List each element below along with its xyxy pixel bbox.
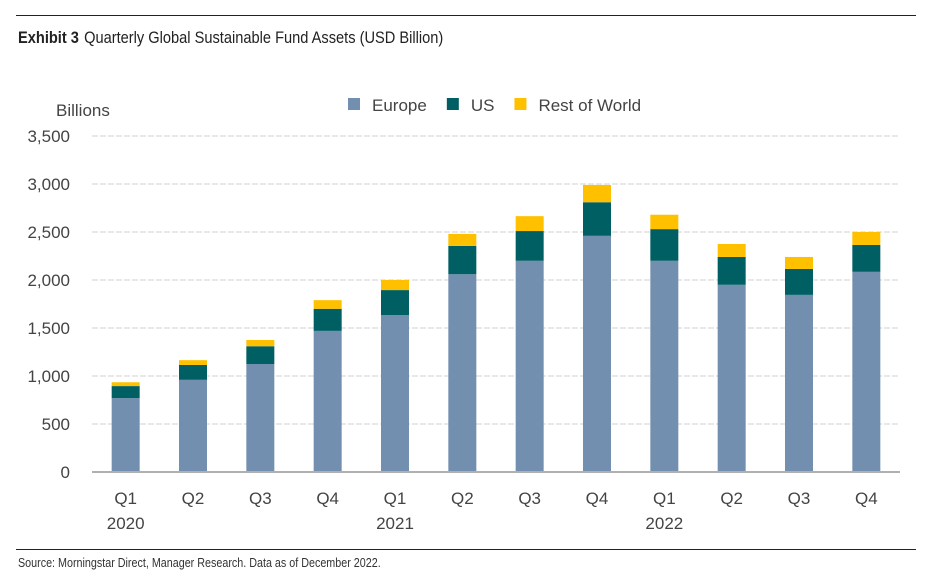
x-tick-label: Q2: [182, 489, 205, 508]
bar-segment-rest-of-world: [852, 232, 881, 245]
bar-segment-europe: [717, 284, 746, 472]
chart-title: Exhibit 3 Quarterly Global Sustainable Fu…: [18, 28, 443, 48]
bar-segment-rest-of-world: [381, 280, 409, 291]
legend-label: Europe: [372, 96, 427, 115]
bar-segment-rest-of-world: [448, 233, 477, 246]
bar-segment-rest-of-world: [111, 382, 140, 387]
bar-segment-europe: [246, 364, 275, 472]
x-tick-label: Q4: [855, 489, 878, 508]
bar-segment-europe: [785, 294, 813, 472]
x-tick-year-label: 2020: [107, 514, 145, 533]
bar-segment-us: [785, 268, 813, 295]
gridlines: [92, 135, 900, 425]
bar-segment-europe: [179, 379, 207, 472]
x-tick-label: Q4: [586, 489, 609, 508]
legend-label: Rest of World: [538, 96, 641, 115]
legend-swatch-europe: [348, 98, 360, 110]
x-tick-label: Q4: [316, 489, 339, 508]
x-tick-year-label: 2022: [645, 514, 683, 533]
bar-segment-europe: [583, 235, 611, 472]
bar-segment-europe: [313, 330, 342, 472]
bar-segment-us: [515, 231, 544, 261]
bottom-rule: [16, 549, 916, 550]
y-axis-label: Billions: [56, 101, 110, 120]
bar-segment-us: [852, 244, 881, 272]
bar-segment-us: [381, 290, 409, 316]
y-tick-label: 1,500: [27, 319, 70, 338]
bar-segment-europe: [515, 260, 544, 472]
bar-segment-us: [583, 202, 611, 236]
bar-segment-us: [246, 346, 275, 364]
legend-label: US: [471, 96, 495, 115]
bar-segment-rest-of-world: [246, 340, 275, 347]
legend-swatch-rest-of-world: [514, 98, 527, 110]
legend: Europe US Rest of World: [348, 96, 641, 115]
y-tick-label: 0: [61, 463, 70, 482]
bar-segment-europe: [381, 315, 409, 472]
bar-segment-europe: [852, 271, 881, 472]
legend-swatch-us: [446, 98, 459, 110]
x-tick-label: Q2: [451, 489, 474, 508]
y-tick-label: 3,500: [27, 127, 70, 146]
x-tick-label: Q3: [249, 489, 272, 508]
x-tick-label: Q3: [518, 489, 541, 508]
bar-segment-europe: [650, 260, 679, 472]
bar-segment-rest-of-world: [650, 214, 679, 230]
y-tick-label: 2,000: [27, 271, 70, 290]
x-tick-label: Q3: [788, 489, 811, 508]
x-tick-year-label: 2021: [376, 514, 414, 533]
bar-segment-rest-of-world: [515, 216, 544, 232]
x-axis-tick-labels: Q1 2020 Q2 Q3 Q4 Q1 2021 Q2 Q3 Q4 Q1 2022 Q2 Q3 Q4: [107, 489, 878, 533]
bar-segment-us: [650, 229, 679, 261]
bar-segment-us: [448, 245, 477, 275]
bar-segment-rest-of-world: [583, 184, 611, 203]
x-tick-label: Q2: [720, 489, 743, 508]
x-tick-label: Q1: [114, 489, 137, 508]
top-rule: [16, 15, 916, 16]
bar-segment-us: [179, 364, 207, 380]
y-tick-label: 1,000: [27, 367, 70, 386]
bar-segment-us: [111, 386, 140, 399]
bar-segment-europe: [448, 274, 477, 472]
source-note: Source: Morningstar Direct, Manager Rese…: [18, 556, 381, 570]
y-axis-tick-labels: 0 500 1,000 1,500 2,000 2,500 3,000 3,500: [27, 127, 70, 482]
bar-segment-rest-of-world: [785, 256, 813, 269]
bar-segment-us: [717, 256, 746, 285]
bar-segment-europe: [111, 398, 140, 472]
x-tick-label: Q1: [384, 489, 407, 508]
x-tick-label: Q1: [653, 489, 676, 508]
bar-segment-rest-of-world: [717, 244, 746, 257]
bar-segment-us: [313, 308, 342, 331]
y-tick-label: 3,000: [27, 175, 70, 194]
y-tick-label: 2,500: [27, 223, 70, 242]
bar-segment-rest-of-world: [179, 360, 207, 365]
bars: [111, 184, 881, 472]
exhibit-label: Exhibit 3: [18, 28, 79, 47]
bar-segment-rest-of-world: [313, 300, 342, 309]
y-tick-label: 500: [42, 415, 70, 434]
title-text: Quarterly Global Sustainable Fund Assets…: [84, 28, 444, 47]
